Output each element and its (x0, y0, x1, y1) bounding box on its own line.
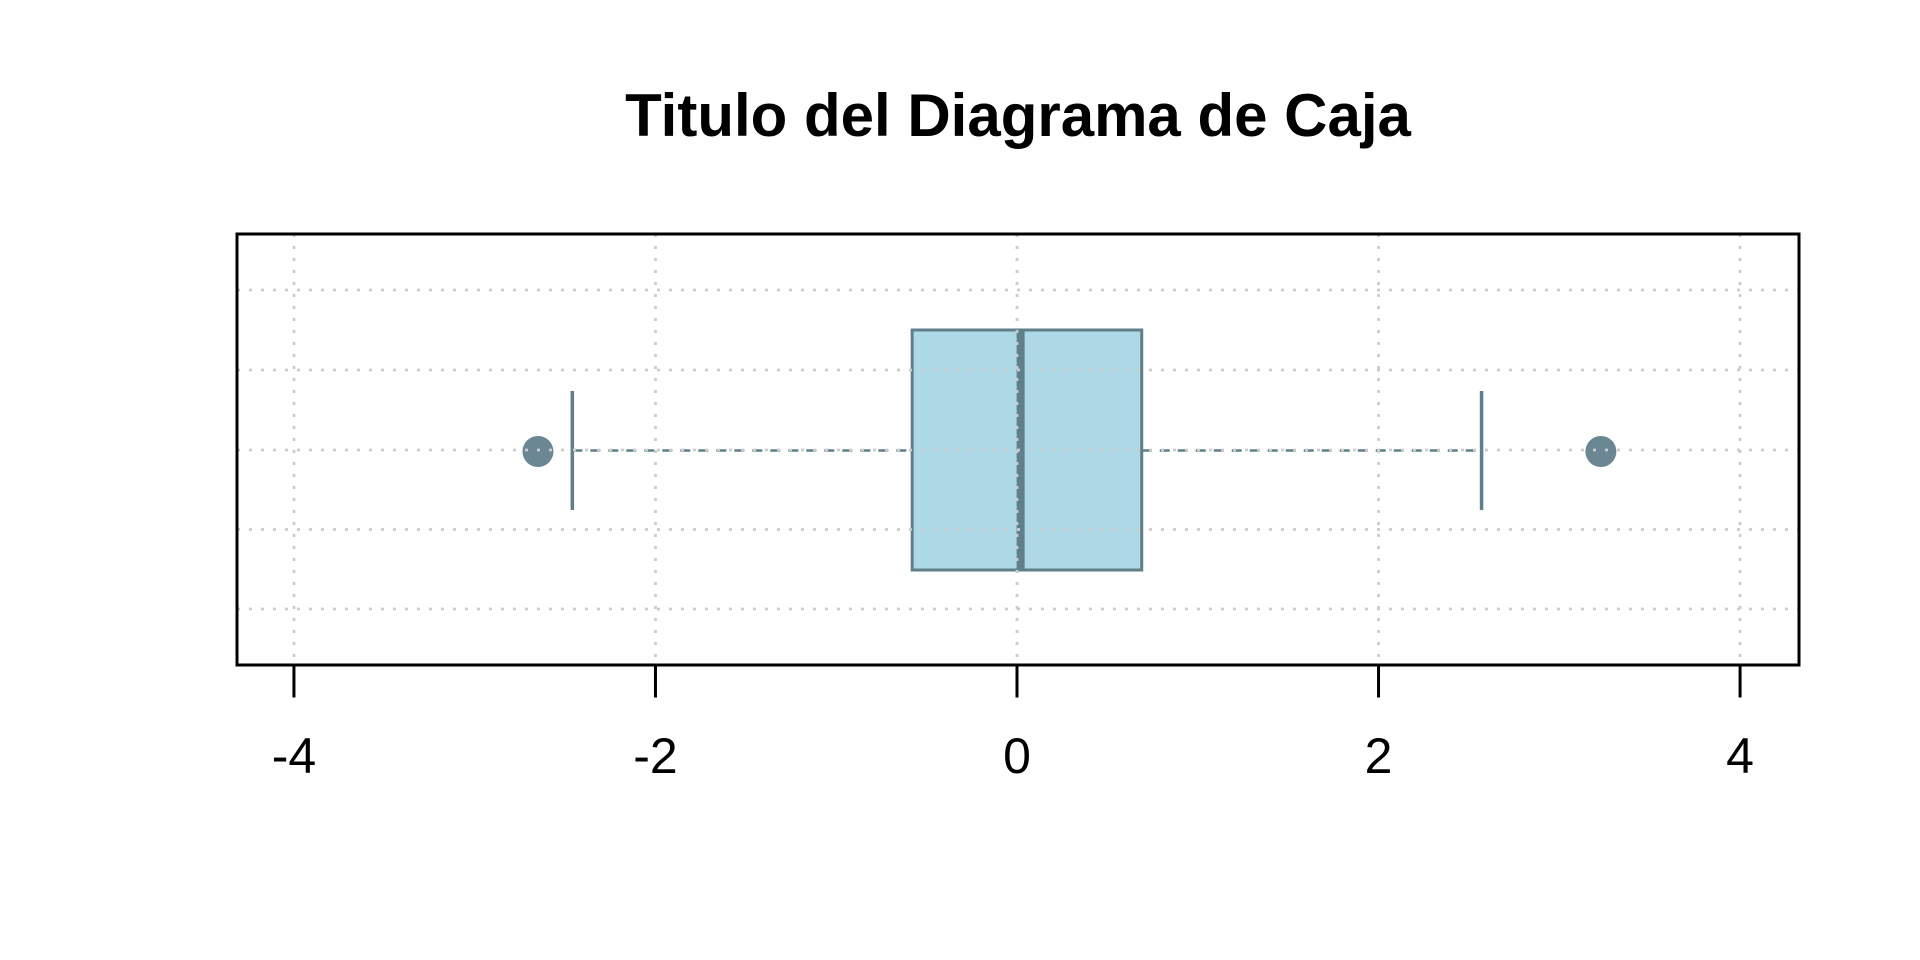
x-axis-tick-label: 4 (1726, 728, 1754, 784)
x-axis-tick-label: -4 (272, 728, 316, 784)
outlier-point (1585, 436, 1617, 467)
x-axis-tick-label: -2 (633, 728, 677, 784)
chart-title: Titulo del Diagrama de Caja (625, 82, 1411, 149)
outlier-point (522, 436, 554, 467)
x-axis-tick-label: 0 (1003, 728, 1031, 784)
plot-border (235, 232, 1801, 667)
x-axis-tick-label: 2 (1365, 728, 1393, 784)
